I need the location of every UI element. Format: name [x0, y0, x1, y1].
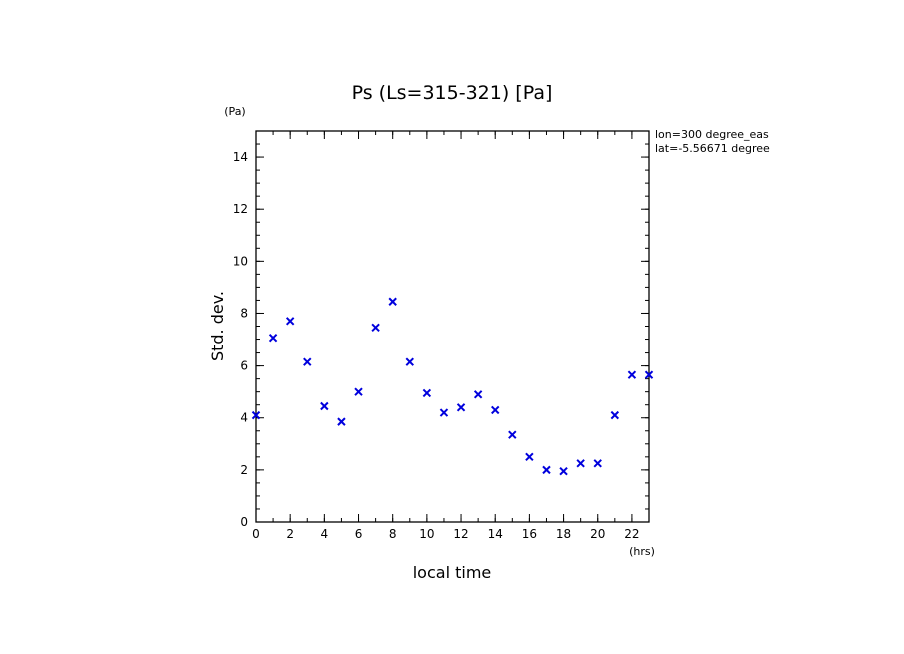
- data-point-stroke: [627, 370, 637, 379]
- y-unit-label: (Pa): [224, 105, 245, 118]
- data-point-stroke: [576, 459, 585, 468]
- data-point-stroke: [644, 370, 654, 379]
- data-point: [473, 390, 483, 399]
- x-tick-label: 4: [321, 527, 329, 541]
- x-tick-label: 10: [419, 527, 434, 541]
- x-tick-label: 2: [286, 527, 294, 541]
- data-point-stroke: [525, 452, 534, 462]
- data-point-stroke: [268, 334, 278, 343]
- data-point-stroke: [542, 465, 551, 475]
- y-tick-label: 10: [233, 254, 248, 268]
- x-axis-label: local time: [413, 563, 492, 582]
- data-point: [320, 401, 329, 411]
- data-point: [371, 323, 380, 333]
- x-tick-label: 6: [355, 527, 363, 541]
- data-point: [456, 403, 466, 412]
- x-tick-label: 0: [252, 527, 260, 541]
- data-point: [559, 466, 568, 476]
- data-point-stroke: [371, 323, 380, 333]
- x-tick-label: 8: [389, 527, 397, 541]
- data-point-stroke: [593, 459, 602, 468]
- data-point-stroke: [285, 317, 295, 326]
- y-axis-label: Std. dev.: [208, 291, 227, 361]
- y-tick-label: 6: [240, 359, 248, 373]
- chart-title: Ps (Ls=315-321) [Pa]: [352, 82, 553, 104]
- data-point: [251, 410, 261, 420]
- data-point: [285, 317, 295, 326]
- data-point: [337, 417, 346, 426]
- data-point: [542, 465, 551, 475]
- x-tick-label: 16: [522, 527, 537, 541]
- data-point-stroke: [508, 430, 517, 439]
- y-tick-label: 14: [233, 150, 248, 164]
- data-point: [610, 410, 620, 420]
- data-point-stroke: [337, 417, 346, 426]
- x-tick-label: 12: [453, 527, 468, 541]
- data-point-stroke: [439, 408, 449, 417]
- data-point-stroke: [491, 405, 500, 415]
- data-point: [303, 357, 312, 366]
- x-tick-label: 18: [556, 527, 571, 541]
- annotation-lon: lon=300 degree_eas: [655, 128, 769, 141]
- y-tick-label: 4: [240, 411, 248, 425]
- annotation-lat: lat=-5.56671 degree: [655, 142, 770, 155]
- y-tick-label: 8: [240, 306, 248, 320]
- plot-frame: [255, 130, 650, 523]
- data-point: [422, 388, 432, 398]
- data-point: [627, 370, 637, 379]
- data-point: [644, 370, 654, 379]
- data-point-stroke: [388, 297, 397, 306]
- y-tick-label: 12: [233, 202, 248, 216]
- data-point-stroke: [354, 387, 363, 396]
- data-point: [576, 459, 585, 468]
- y-tick-label: 2: [240, 463, 248, 477]
- x-unit-label: (hrs): [629, 545, 655, 558]
- data-point-stroke: [251, 410, 261, 420]
- data-point: [593, 459, 602, 468]
- y-tick-label: 0: [240, 515, 248, 529]
- data-point: [525, 452, 534, 462]
- data-point: [268, 334, 278, 343]
- data-point: [354, 387, 363, 396]
- data-point-stroke: [422, 388, 432, 398]
- data-point-stroke: [456, 403, 466, 412]
- x-tick-label: 20: [590, 527, 605, 541]
- data-point-stroke: [303, 357, 312, 366]
- data-point: [508, 430, 517, 439]
- x-tick-label: 14: [488, 527, 503, 541]
- data-point: [405, 357, 414, 366]
- data-point-stroke: [473, 390, 483, 399]
- data-point-stroke: [559, 466, 568, 476]
- data-point-stroke: [320, 401, 329, 411]
- data-point-stroke: [405, 357, 414, 366]
- data-point: [491, 405, 500, 415]
- data-point: [439, 408, 449, 417]
- data-point: [388, 297, 397, 306]
- x-tick-label: 22: [624, 527, 639, 541]
- data-point-stroke: [610, 410, 620, 420]
